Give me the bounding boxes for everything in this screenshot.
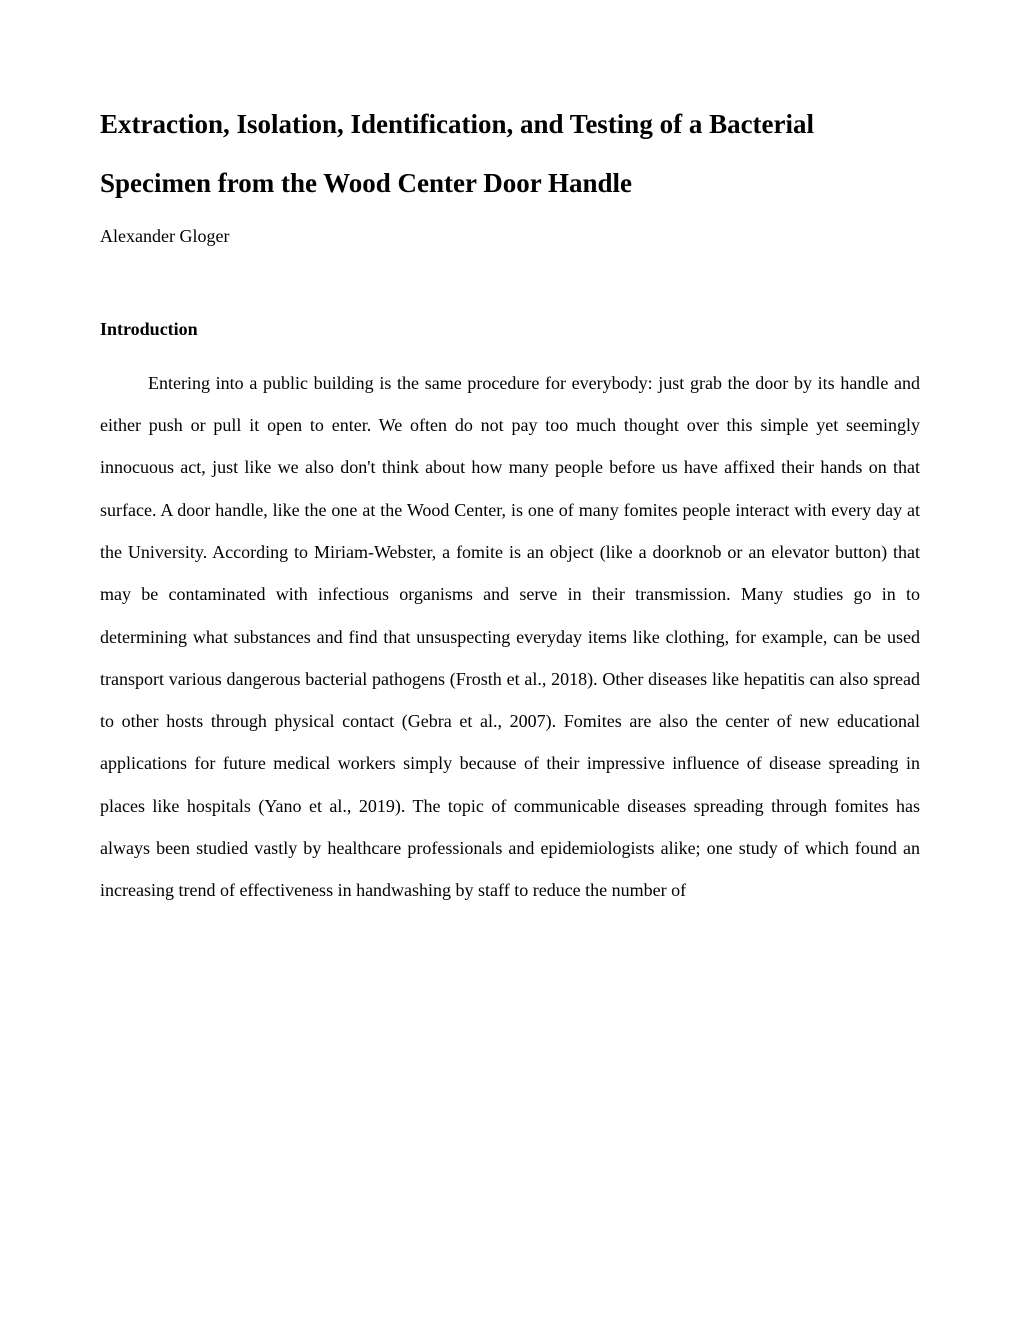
section-heading: Introduction — [100, 319, 920, 340]
document-title: Extraction, Isolation, Identification, a… — [100, 95, 920, 214]
body-paragraph: Entering into a public building is the s… — [100, 362, 920, 912]
author-name: Alexander Gloger — [100, 226, 920, 247]
